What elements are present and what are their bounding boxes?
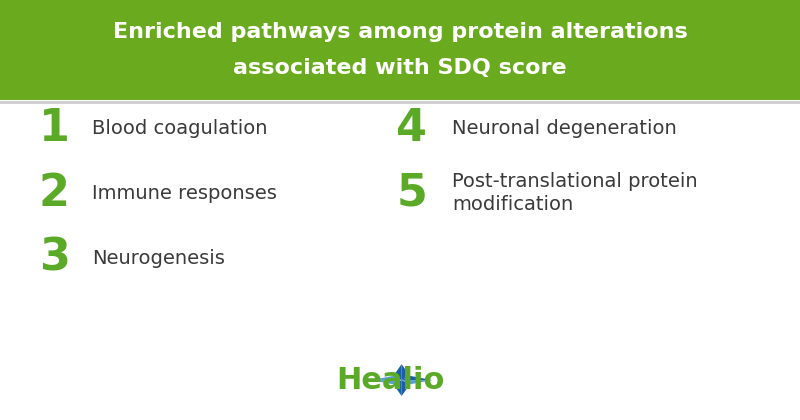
Text: Enriched pathways among protein alterations: Enriched pathways among protein alterati… (113, 22, 687, 42)
Text: modification: modification (452, 195, 574, 214)
Polygon shape (402, 380, 410, 396)
Text: Neuronal degeneration: Neuronal degeneration (452, 118, 677, 138)
Text: Blood coagulation: Blood coagulation (92, 118, 267, 138)
Text: Neurogenesis: Neurogenesis (92, 249, 225, 268)
Polygon shape (371, 380, 402, 384)
FancyBboxPatch shape (0, 0, 800, 100)
Polygon shape (402, 380, 432, 384)
Text: Healio: Healio (336, 365, 444, 395)
Text: Immune responses: Immune responses (92, 184, 277, 203)
Text: 1: 1 (39, 107, 70, 150)
Text: 2: 2 (39, 172, 70, 215)
Text: 4: 4 (397, 107, 427, 150)
Text: Post-translational protein: Post-translational protein (452, 172, 698, 191)
Polygon shape (402, 376, 432, 380)
Text: associated with SDQ score: associated with SDQ score (233, 58, 567, 78)
Polygon shape (394, 380, 402, 396)
Polygon shape (394, 364, 402, 380)
Text: 3: 3 (39, 237, 70, 280)
Text: 5: 5 (397, 172, 427, 215)
Polygon shape (371, 376, 402, 380)
Polygon shape (402, 364, 410, 380)
